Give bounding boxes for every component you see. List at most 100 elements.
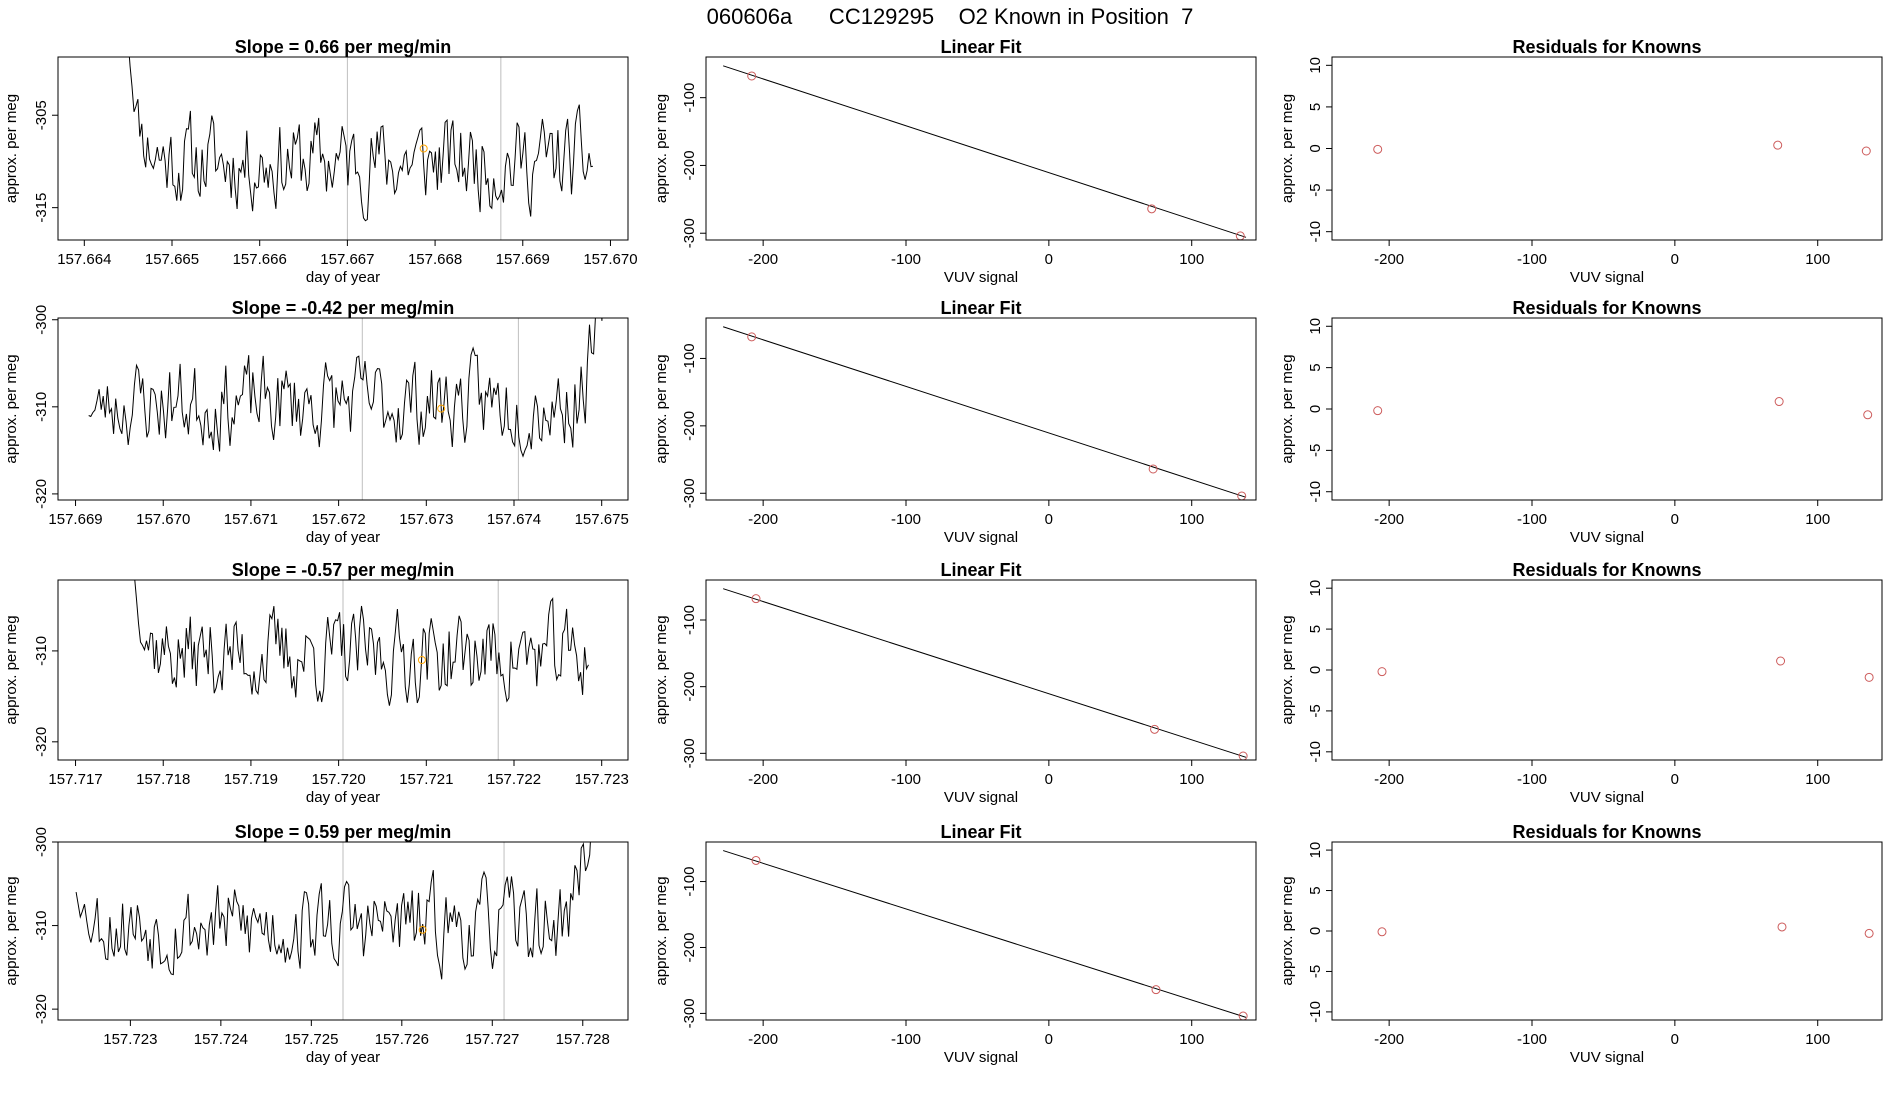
- x-tick-label: -200: [1374, 251, 1404, 268]
- x-axis-label: day of year: [306, 789, 380, 806]
- x-tick-label: 100: [1179, 1031, 1204, 1048]
- x-tick-label: -200: [748, 251, 778, 268]
- chart-residuals-row2: -200 -100 0 100 10 5 0 -5 -10 Residuals for Known…: [1279, 298, 1883, 546]
- y-axis-label: approx. per meg: [3, 354, 20, 463]
- plot-frame: [57, 579, 629, 761]
- y-tick-label: 5: [1307, 363, 1324, 371]
- chart-title: Residuals for Knowns: [1512, 37, 1701, 57]
- y-axis-label: approx. per meg: [3, 876, 20, 985]
- y-tick-label: -100: [681, 343, 698, 373]
- plot-marks: [1377, 922, 1874, 938]
- y-tick-label: 10: [1307, 318, 1324, 335]
- y-axis-label: approx. per meg: [653, 876, 670, 985]
- x-tick-label: 0: [1045, 511, 1053, 528]
- plot-marks: [128, 57, 594, 222]
- plot-frame: [1331, 56, 1883, 241]
- x-tick-label: 157.673: [399, 511, 453, 528]
- y-tick-label: -300: [681, 998, 698, 1028]
- y-axis-label: approx. per meg: [3, 94, 20, 203]
- x-axis-label: day of year: [306, 269, 380, 286]
- data-point: [751, 855, 761, 865]
- data-point: [1150, 724, 1160, 734]
- x-tick-label: -100: [891, 1031, 921, 1048]
- highlight-point: [418, 925, 427, 934]
- y-axis-label: approx. per meg: [653, 615, 670, 724]
- plot-frame: [57, 841, 629, 1021]
- x-tick-label: 157.669: [496, 251, 550, 268]
- chart-title: Linear Fit: [940, 37, 1021, 57]
- x-axis-label: day of year: [306, 1049, 380, 1066]
- x-tick-label: 100: [1805, 251, 1830, 268]
- y-tick-label: -5: [1307, 965, 1324, 978]
- y-tick-label: -100: [681, 867, 698, 897]
- y-tick-label: 5: [1307, 886, 1324, 894]
- x-tick-label: 0: [1045, 1031, 1053, 1048]
- y-axis-label: approx. per meg: [653, 354, 670, 463]
- y-tick-label: 0: [1307, 405, 1324, 413]
- data-point: [1148, 464, 1158, 474]
- x-tick-label: 0: [1671, 251, 1679, 268]
- x-tick-label: -200: [748, 771, 778, 788]
- data-point: [1238, 751, 1248, 760]
- x-tick-label: 157.723: [575, 771, 629, 788]
- chart-title: Slope = -0.57 per meg/min: [232, 560, 455, 580]
- figure-title: 060606a CC129295 O2 Known in Position 7: [706, 4, 1194, 29]
- plot-marks: [1377, 656, 1874, 682]
- y-tick-label: 10: [1307, 842, 1324, 859]
- x-tick-label: 157.675: [575, 511, 629, 528]
- y-tick-label: -310: [33, 392, 50, 422]
- x-tick-label: -100: [891, 511, 921, 528]
- y-axis-label: approx. per meg: [1279, 615, 1296, 724]
- x-tick-label: 157.670: [136, 511, 190, 528]
- y-tick-label: 0: [1307, 927, 1324, 935]
- y-tick-label: 0: [1307, 666, 1324, 674]
- x-tick-label: 157.672: [311, 511, 365, 528]
- data-point: [1373, 144, 1383, 154]
- x-tick-label: 0: [1671, 511, 1679, 528]
- plot-frame: [1331, 841, 1883, 1021]
- y-axis-label: approx. per meg: [1279, 876, 1296, 985]
- data-point: [747, 71, 757, 81]
- data-point: [1238, 1011, 1248, 1020]
- x-axis-label: VUV signal: [1570, 789, 1644, 806]
- fit-line: [722, 588, 1247, 758]
- x-axis-label: VUV signal: [944, 269, 1018, 286]
- trace-line: [75, 842, 591, 980]
- y-tick-label: 5: [1307, 625, 1324, 633]
- data-point: [1864, 672, 1874, 682]
- x-tick-label: 157.669: [48, 511, 102, 528]
- x-tick-label: -100: [1517, 251, 1547, 268]
- chart-title: Residuals for Knowns: [1512, 298, 1701, 318]
- plot-marks: [88, 318, 603, 458]
- x-tick-label: 100: [1179, 511, 1204, 528]
- chart-linear-fit-row3: -200 -100 0 100 -100 -200 -300 Linear Fit VUV si…: [653, 560, 1257, 806]
- data-point: [1861, 146, 1871, 156]
- plot-marks: [722, 65, 1247, 240]
- x-tick-label: 157.719: [224, 771, 278, 788]
- chart-linear-fit-row2: -200 -100 0 100 -100 -200 -300 Linear Fit VUV si…: [653, 298, 1257, 546]
- plot-frame: [705, 56, 1257, 241]
- y-tick-label: -320: [33, 994, 50, 1024]
- plot-frame: [1331, 579, 1883, 761]
- data-point: [1776, 656, 1786, 666]
- x-tick-label: 157.725: [284, 1031, 338, 1048]
- data-point: [1777, 922, 1787, 932]
- chart-title: Linear Fit: [940, 560, 1021, 580]
- x-tick-label: 100: [1179, 771, 1204, 788]
- plot-frame: [705, 579, 1257, 761]
- x-tick-label: 157.718: [136, 771, 190, 788]
- plot-frame: [1331, 317, 1883, 501]
- data-point: [1373, 406, 1383, 416]
- x-tick-label: 157.728: [556, 1031, 610, 1048]
- plot-frame: [57, 56, 629, 241]
- x-tick-label: 157.671: [224, 511, 278, 528]
- chart-time-series-row4: 157.723 157.724 157.725 157.726 157.727 157.7…: [3, 822, 629, 1066]
- y-tick-label: -310: [33, 911, 50, 941]
- y-tick-label: -315: [33, 193, 50, 223]
- y-tick-label: -300: [33, 827, 50, 857]
- y-tick-label: 10: [1307, 57, 1324, 74]
- plot-frame: [705, 841, 1257, 1021]
- y-tick-label: -200: [681, 150, 698, 180]
- chart-title: Residuals for Knowns: [1512, 822, 1701, 842]
